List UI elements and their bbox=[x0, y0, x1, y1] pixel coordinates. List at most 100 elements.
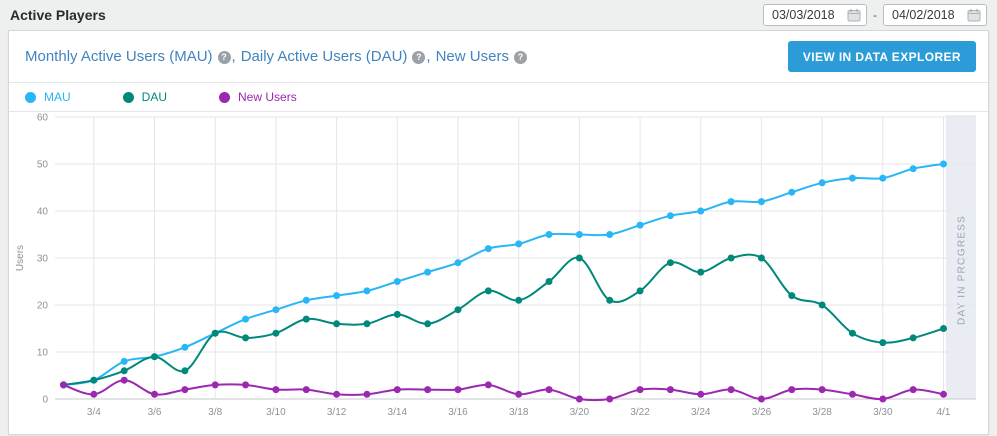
data-point-dau[interactable] bbox=[211, 329, 219, 337]
data-point-dau[interactable] bbox=[848, 329, 856, 337]
data-point-dau[interactable] bbox=[302, 315, 310, 323]
data-point-dau[interactable] bbox=[818, 301, 826, 309]
data-point-mau[interactable] bbox=[333, 292, 341, 300]
data-point-new-users[interactable] bbox=[454, 386, 462, 394]
data-point-dau[interactable] bbox=[636, 287, 644, 295]
data-point-new-users[interactable] bbox=[393, 386, 401, 394]
data-point-mau[interactable] bbox=[666, 212, 674, 220]
calendar-icon[interactable] bbox=[847, 8, 861, 22]
data-point-dau[interactable] bbox=[575, 254, 583, 262]
data-point-new-users[interactable] bbox=[484, 381, 492, 389]
x-tick-label: 3/10 bbox=[266, 407, 286, 418]
data-point-mau[interactable] bbox=[272, 306, 280, 314]
data-point-new-users[interactable] bbox=[909, 386, 917, 394]
data-point-dau[interactable] bbox=[666, 259, 674, 267]
data-point-new-users[interactable] bbox=[151, 390, 159, 398]
data-point-dau[interactable] bbox=[545, 278, 553, 285]
data-point-new-users[interactable] bbox=[788, 386, 796, 394]
data-point-dau[interactable] bbox=[120, 367, 128, 375]
data-point-new-users[interactable] bbox=[363, 390, 371, 398]
data-point-mau[interactable] bbox=[879, 174, 887, 182]
data-point-dau[interactable] bbox=[90, 376, 98, 384]
data-point-dau[interactable] bbox=[393, 310, 401, 318]
data-point-mau[interactable] bbox=[302, 296, 310, 304]
data-point-dau[interactable] bbox=[484, 287, 492, 295]
data-point-mau[interactable] bbox=[545, 231, 553, 238]
data-point-dau[interactable] bbox=[242, 334, 250, 342]
data-point-new-users[interactable] bbox=[606, 395, 614, 403]
data-point-new-users[interactable] bbox=[879, 395, 887, 403]
data-point-new-users[interactable] bbox=[333, 390, 341, 398]
data-point-new-users[interactable] bbox=[515, 390, 523, 398]
x-tick-label: 3/24 bbox=[691, 407, 711, 418]
data-point-new-users[interactable] bbox=[302, 386, 310, 394]
data-point-dau[interactable] bbox=[697, 268, 705, 276]
data-point-new-users[interactable] bbox=[940, 390, 947, 398]
data-point-new-users[interactable] bbox=[120, 376, 128, 384]
data-point-mau[interactable] bbox=[848, 174, 856, 182]
data-point-mau[interactable] bbox=[818, 179, 826, 187]
data-point-new-users[interactable] bbox=[818, 386, 826, 394]
data-point-mau[interactable] bbox=[788, 188, 796, 196]
data-point-new-users[interactable] bbox=[848, 390, 856, 398]
legend-item-new-users[interactable]: New Users bbox=[219, 90, 297, 104]
data-point-dau[interactable] bbox=[363, 320, 371, 328]
data-point-new-users[interactable] bbox=[60, 381, 67, 389]
help-icon-dau[interactable]: ? bbox=[412, 50, 426, 64]
data-point-dau[interactable] bbox=[788, 292, 796, 300]
help-icon-new-users[interactable]: ? bbox=[513, 50, 527, 64]
help-icon-mau[interactable]: ? bbox=[217, 50, 231, 64]
data-point-new-users[interactable] bbox=[545, 386, 553, 394]
data-point-new-users[interactable] bbox=[90, 390, 98, 398]
data-point-mau[interactable] bbox=[393, 278, 401, 285]
legend-item-dau[interactable]: DAU bbox=[122, 90, 167, 104]
data-point-new-users[interactable] bbox=[575, 395, 583, 403]
data-point-mau[interactable] bbox=[424, 268, 432, 276]
data-point-new-users[interactable] bbox=[272, 386, 280, 394]
data-point-mau[interactable] bbox=[940, 160, 947, 168]
data-point-mau[interactable] bbox=[757, 198, 765, 206]
date-from-input[interactable]: 03/03/2018 bbox=[763, 4, 867, 26]
data-point-new-users[interactable] bbox=[727, 386, 735, 394]
data-point-mau[interactable] bbox=[515, 240, 523, 248]
view-in-data-explorer-button[interactable]: VIEW IN DATA EXPLORER bbox=[787, 41, 976, 72]
data-point-dau[interactable] bbox=[272, 329, 280, 337]
data-point-dau[interactable] bbox=[333, 320, 341, 328]
data-point-dau[interactable] bbox=[454, 306, 462, 314]
data-point-dau[interactable] bbox=[757, 254, 765, 262]
data-point-new-users[interactable] bbox=[697, 390, 705, 398]
calendar-icon[interactable] bbox=[967, 8, 981, 22]
data-point-mau[interactable] bbox=[363, 287, 371, 295]
data-point-new-users[interactable] bbox=[757, 395, 765, 403]
data-point-mau[interactable] bbox=[120, 357, 128, 365]
data-point-dau[interactable] bbox=[515, 296, 523, 304]
data-point-mau[interactable] bbox=[909, 165, 917, 173]
data-point-mau[interactable] bbox=[454, 259, 462, 267]
chart-svg[interactable]: DAY IN PROGRESS 0 10 20 30 40 50 60 3/4 3/6 3/8 3/1… bbox=[9, 112, 987, 433]
data-point-mau[interactable] bbox=[484, 245, 492, 253]
data-point-mau[interactable] bbox=[697, 207, 705, 215]
date-range-picker: 03/03/2018 - 04/02/2018 bbox=[763, 4, 987, 26]
data-point-new-users[interactable] bbox=[242, 381, 250, 389]
data-point-dau[interactable] bbox=[909, 334, 917, 342]
data-point-new-users[interactable] bbox=[181, 386, 189, 394]
data-point-mau[interactable] bbox=[606, 231, 614, 238]
date-to-input[interactable]: 04/02/2018 bbox=[883, 4, 987, 26]
data-point-dau[interactable] bbox=[940, 325, 947, 332]
data-point-dau[interactable] bbox=[727, 254, 735, 262]
legend-item-mau[interactable]: MAU bbox=[25, 90, 71, 104]
data-point-dau[interactable] bbox=[151, 353, 159, 361]
data-point-dau[interactable] bbox=[424, 320, 432, 328]
data-point-new-users[interactable] bbox=[211, 381, 219, 389]
data-point-mau[interactable] bbox=[242, 315, 250, 323]
data-point-new-users[interactable] bbox=[636, 386, 644, 394]
data-point-mau[interactable] bbox=[727, 198, 735, 206]
data-point-dau[interactable] bbox=[606, 296, 614, 304]
data-point-mau[interactable] bbox=[636, 221, 644, 229]
data-point-dau[interactable] bbox=[879, 339, 887, 347]
data-point-mau[interactable] bbox=[181, 343, 189, 351]
data-point-dau[interactable] bbox=[181, 367, 189, 375]
data-point-new-users[interactable] bbox=[424, 386, 432, 394]
data-point-new-users[interactable] bbox=[666, 386, 674, 394]
data-point-mau[interactable] bbox=[575, 231, 583, 238]
